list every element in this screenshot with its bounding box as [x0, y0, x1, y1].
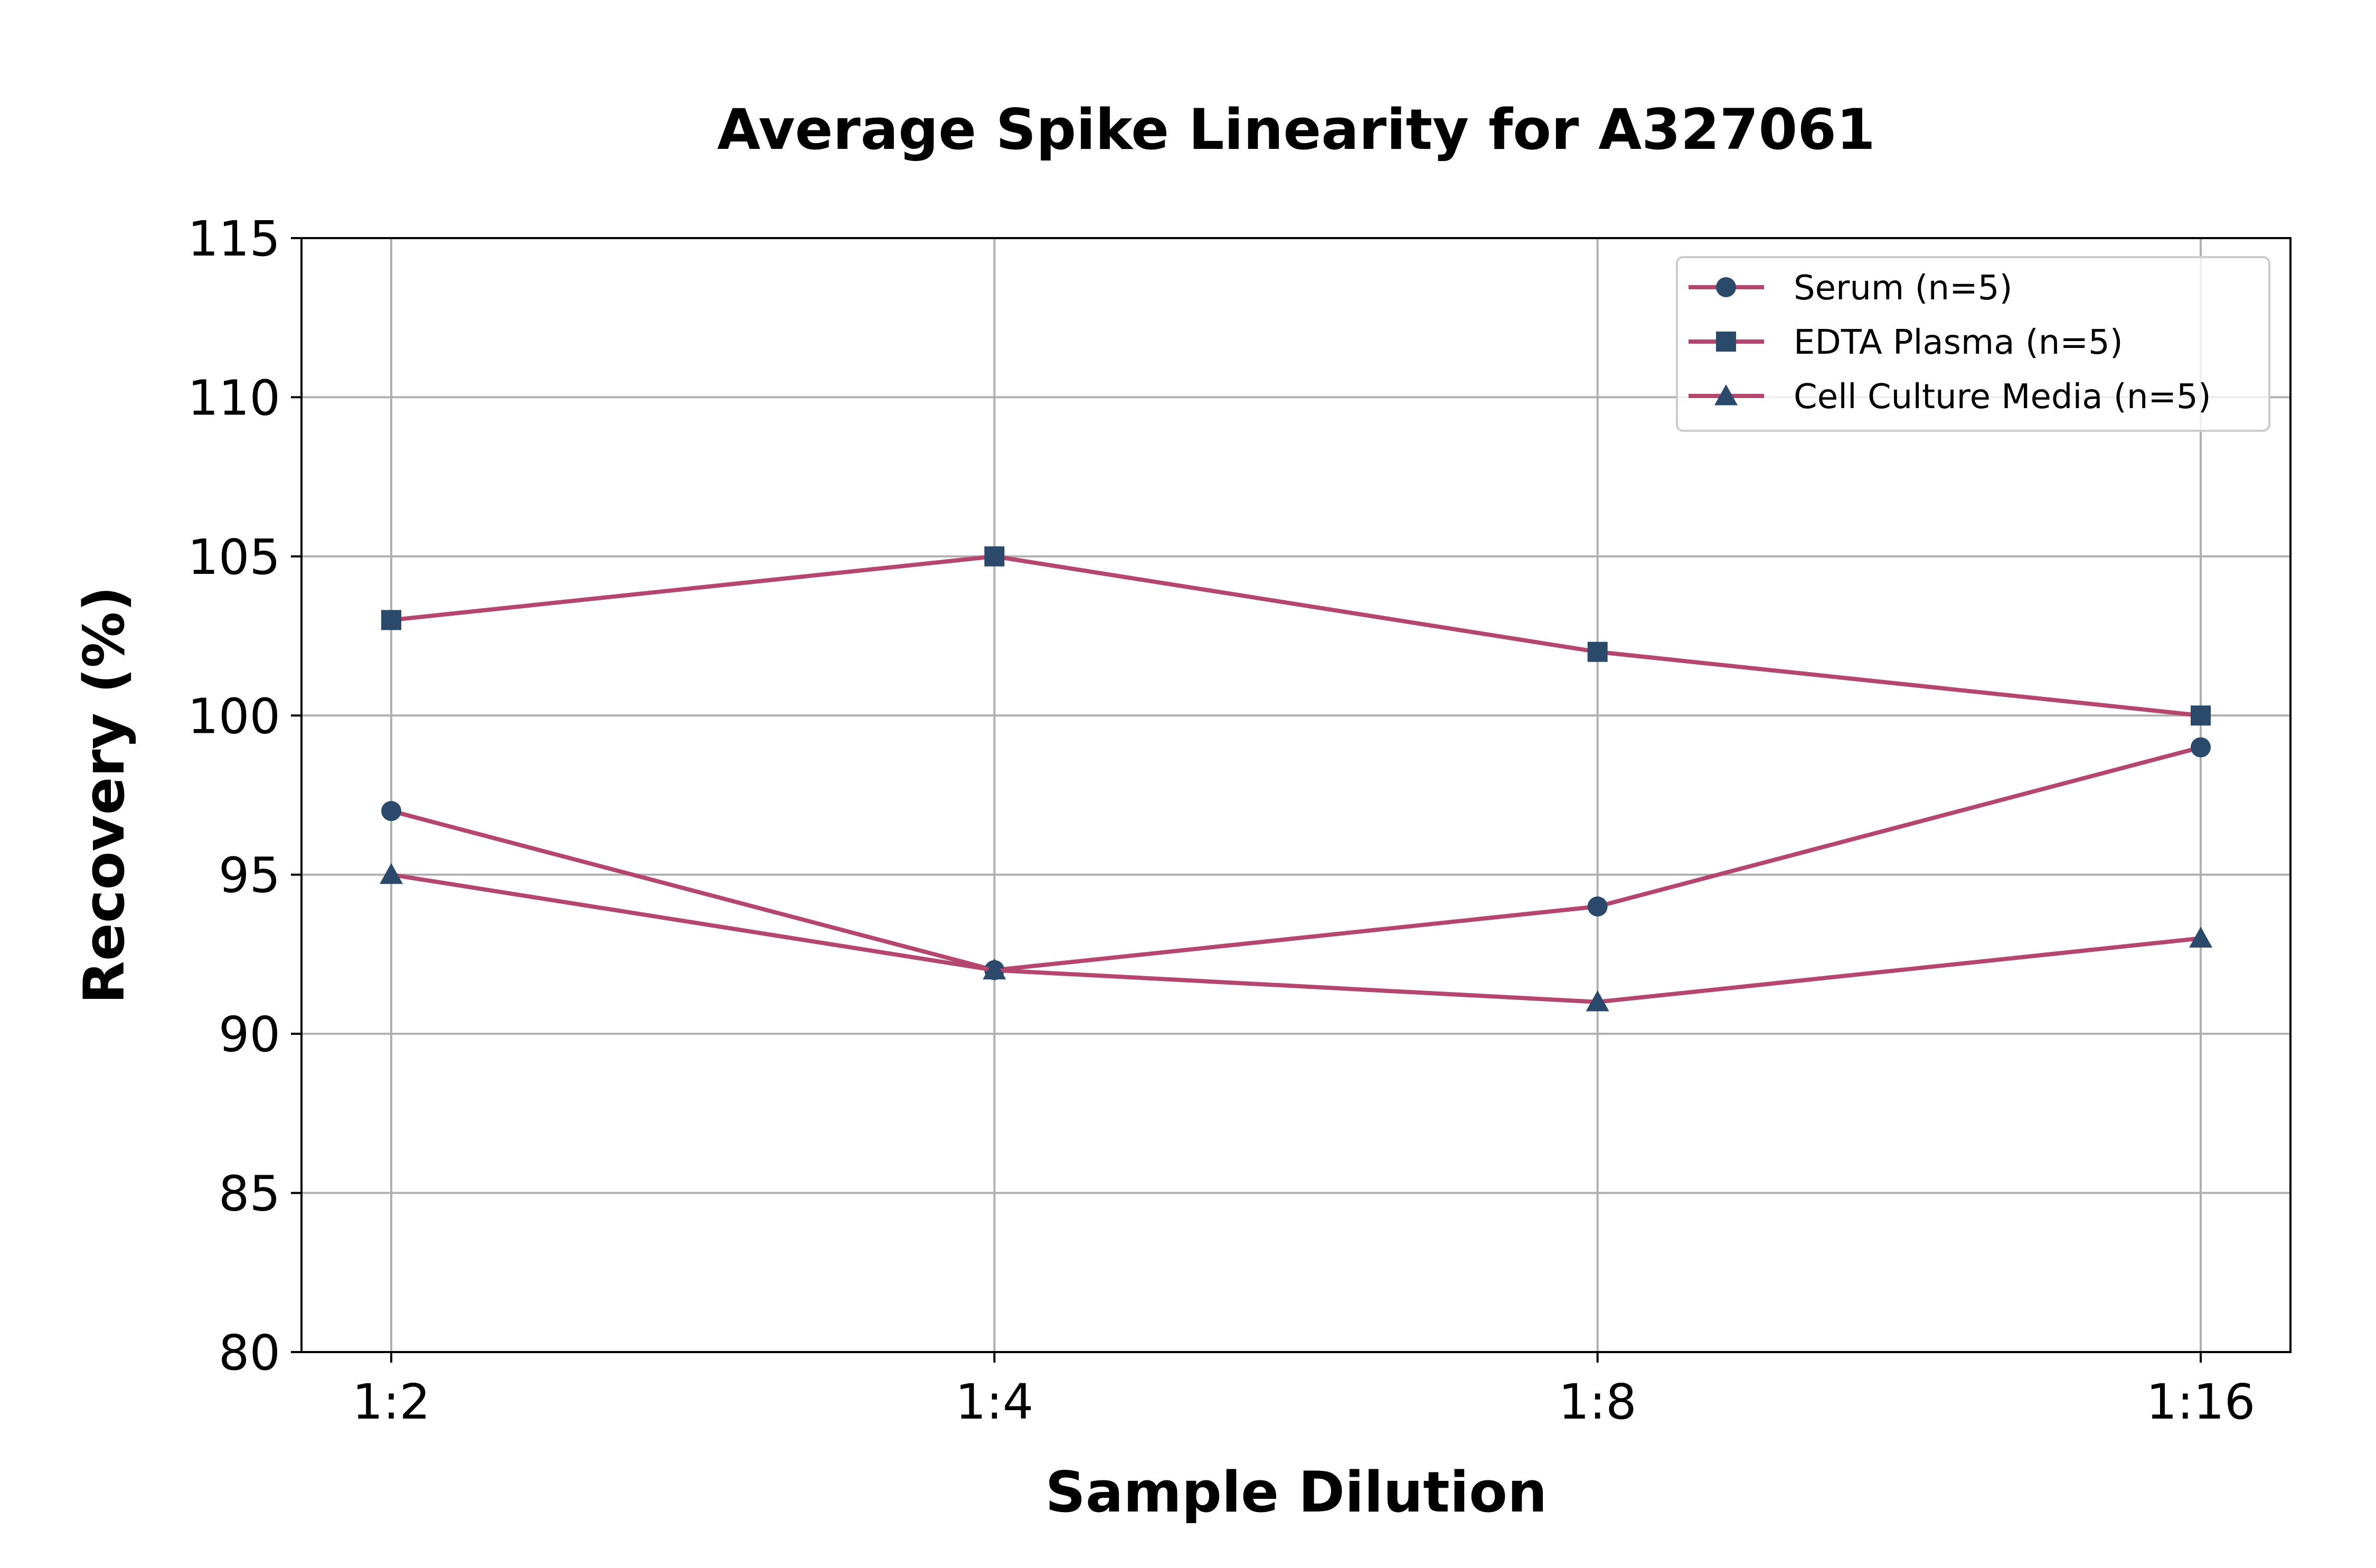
y-tick-label: 115 — [187, 211, 280, 267]
square-marker — [381, 610, 401, 630]
plot-frame — [300, 237, 2292, 1353]
square-marker — [2191, 705, 2211, 726]
y-tick-label: 90 — [219, 1006, 280, 1063]
legend-item: EDTA Plasma (n=5) — [1689, 323, 2123, 362]
x-tick-label: 1:8 — [1559, 1374, 1637, 1430]
legend-item: Serum (n=5) — [1689, 269, 2012, 308]
y-axis: 80 85 90 95 100 105 110 115 — [187, 211, 301, 1381]
series-line — [391, 554, 2201, 718]
x-tick-label: 1:2 — [352, 1374, 430, 1430]
legend-label: EDTA Plasma (n=5) — [1794, 323, 2123, 362]
series-circle — [381, 737, 2211, 980]
series-triangle — [380, 863, 2212, 1012]
triangle-marker — [380, 863, 403, 884]
series-line — [391, 872, 2201, 1004]
circle-marker — [1587, 896, 1608, 917]
y-tick-label: 80 — [219, 1325, 280, 1381]
square-marker — [984, 546, 1005, 566]
legend-square-marker — [1716, 332, 1736, 352]
series-line — [390, 745, 2202, 972]
x-axis: 1:2 1:4 1:8 1:16 — [352, 1352, 2255, 1430]
legend-label: Cell Culture Media (n=5) — [1794, 377, 2211, 417]
y-tick-label: 110 — [187, 370, 280, 426]
series-square — [381, 546, 2211, 726]
legend-label: Serum (n=5) — [1794, 269, 2012, 308]
legend: Serum (n=5) EDTA Plasma (n=5) Cell Culture… — [1676, 256, 2270, 432]
legend-items: Serum (n=5) EDTA Plasma (n=5) Cell Culture… — [1689, 269, 2211, 417]
x-tick-label: 1:16 — [2146, 1374, 2256, 1430]
legend-item: Cell Culture Media (n=5) — [1689, 377, 2211, 417]
y-tick-label: 100 — [187, 688, 280, 744]
y-tick-label: 85 — [219, 1166, 280, 1222]
legend-circle-marker — [1716, 277, 1736, 297]
triangle-marker — [2189, 927, 2212, 948]
x-axis-label: Sample Dilution — [1045, 1460, 1548, 1525]
legend-box — [1676, 256, 2270, 432]
y-tick-label: 105 — [187, 529, 280, 585]
legend-triangle-marker — [1714, 384, 1738, 405]
triangle-marker — [983, 958, 1006, 980]
chart-title: Average Spike Linearity for A327061 — [717, 97, 1875, 162]
circle-marker — [2191, 737, 2211, 758]
series-layer — [380, 546, 2212, 1012]
square-marker — [1587, 641, 1608, 662]
x-tick-label: 1:4 — [955, 1374, 1033, 1430]
circle-marker — [381, 801, 401, 821]
y-axis-label: Recovery (%) — [72, 586, 137, 1004]
y-tick-label: 95 — [219, 847, 280, 904]
triangle-marker — [1586, 990, 1609, 1012]
